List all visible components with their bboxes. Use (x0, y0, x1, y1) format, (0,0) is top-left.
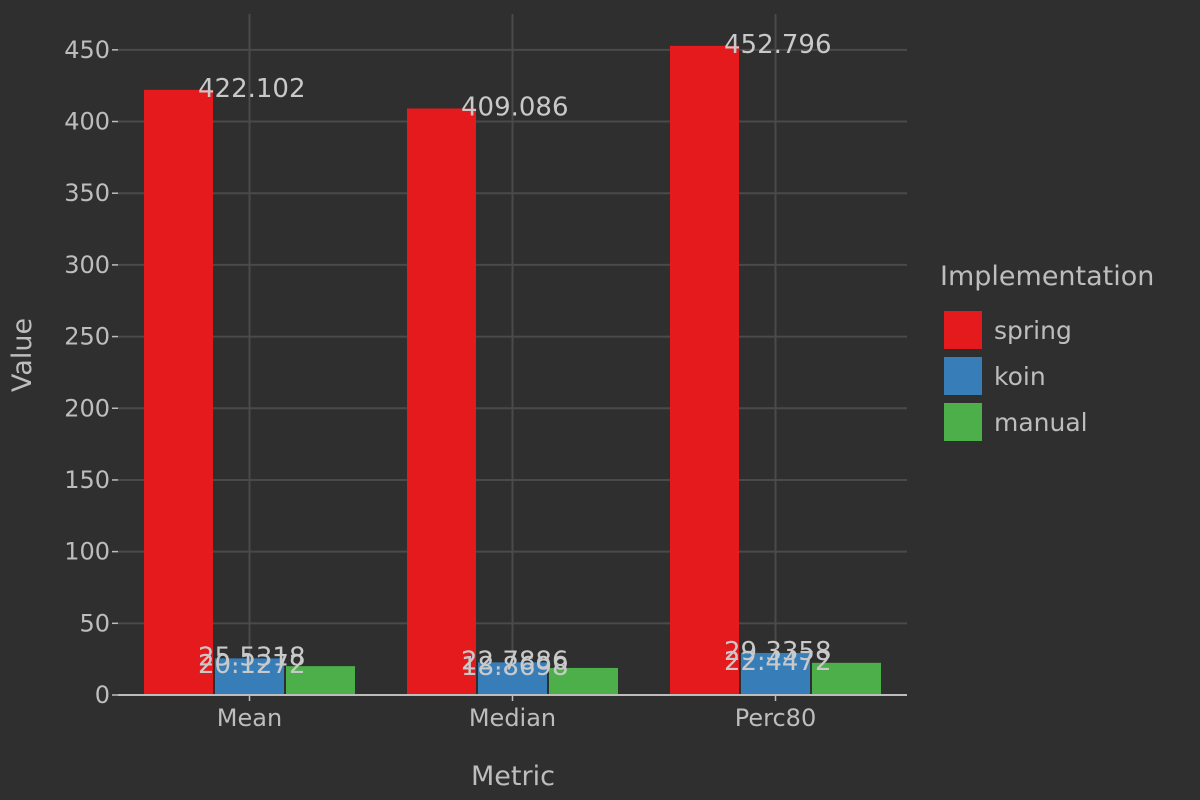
legend-swatch-spring (944, 311, 982, 349)
bar-spring (144, 89, 213, 695)
data-label-koin: 29.3358 (724, 637, 832, 667)
legend-swatch-koin (944, 357, 982, 395)
y-tick-label: 450 (64, 36, 110, 64)
bars (144, 45, 881, 696)
data-labels: 422.102 409.086 452.796 25.5318 22.7886 29.33… (198, 30, 832, 682)
y-axis-title: Value (7, 318, 38, 392)
x-axis: Mean Median Perc80 (118, 694, 907, 732)
legend-title: Implementation (940, 261, 1154, 292)
y-tick-label: 150 (64, 466, 110, 494)
x-axis-title: Metric (471, 761, 555, 792)
y-tick-label: 300 (64, 251, 110, 279)
y-tick-label: 0 (95, 681, 110, 709)
bar-manual (812, 662, 881, 695)
bar-spring (670, 45, 739, 696)
bar-koin (741, 652, 810, 695)
y-tick-label: 100 (64, 538, 110, 566)
x-tick-label: Perc80 (735, 704, 816, 732)
y-tick-label: 400 (64, 108, 110, 136)
data-label-spring: 452.796 (724, 30, 832, 60)
data-label-koin: 22.7886 (461, 646, 569, 676)
bar-spring (407, 108, 476, 695)
data-label-manual: 18.8698 (461, 652, 569, 682)
legend-label-spring: spring (994, 316, 1072, 345)
data-label-manual: 22.4472 (724, 647, 832, 677)
data-label-spring: 409.086 (461, 92, 569, 122)
y-tick-label: 250 (64, 323, 110, 351)
bar-koin (215, 658, 284, 695)
y-tick-label: 200 (64, 394, 110, 422)
data-label-spring: 422.102 (198, 74, 306, 104)
y-axis: 0 50 100 150 200 250 300 350 400 450 (64, 36, 118, 709)
bar-manual (286, 666, 355, 695)
data-label-koin: 25.5318 (198, 642, 306, 672)
data-label-manual: 20.1272 (198, 650, 306, 680)
bar-manual (549, 667, 618, 695)
legend-swatch-manual (944, 403, 982, 441)
y-tick-label: 350 (64, 179, 110, 207)
x-tick-label: Median (469, 704, 556, 732)
grid (118, 14, 907, 695)
legend-label-manual: manual (994, 408, 1088, 437)
y-tick-label: 50 (79, 609, 110, 637)
legend: Implementation spring koin manual (940, 261, 1154, 441)
bar-koin (478, 662, 547, 695)
legend-label-koin: koin (994, 362, 1046, 391)
x-tick-label: Mean (217, 704, 282, 732)
